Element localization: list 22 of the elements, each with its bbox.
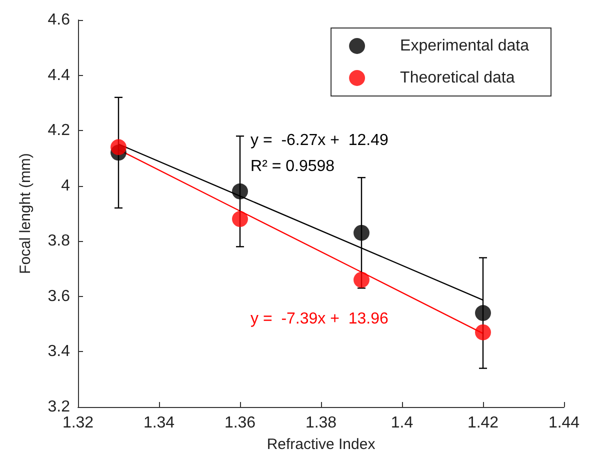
- x-tick-label: 1.34: [143, 414, 175, 432]
- x-tick-label: 1.4: [390, 414, 414, 432]
- x-tick-label: 1.32: [62, 414, 94, 432]
- y-tick-label: 3.4: [48, 343, 70, 360]
- annotation: y = -6.27x + 12.49: [250, 132, 388, 150]
- y-tick-label: 3.6: [48, 288, 70, 305]
- y-tick-label: 4.2: [48, 122, 70, 140]
- x-tick-label: 1.38: [305, 414, 337, 432]
- y-tick-label: 3.2: [48, 398, 70, 416]
- x-tick-label: 1.36: [224, 414, 256, 432]
- y-tick-label: 3.8: [48, 232, 70, 250]
- y-tick-label: 4.6: [48, 12, 70, 28]
- x-tick-label: 1.44: [548, 414, 580, 432]
- y-tick-label: 4.4: [48, 66, 70, 84]
- x-axis-title: Refractive Index: [266, 436, 376, 453]
- x-tick-label: 1.42: [467, 414, 499, 432]
- annotation: R² = 0.9598: [250, 158, 335, 176]
- annotation: y = -7.39x + 13.96: [250, 310, 388, 328]
- y-axis-title: Focal lenght (mm): [17, 153, 34, 274]
- legend-label: Experimental data: [400, 38, 530, 54]
- y-tick-label: 4: [61, 177, 70, 194]
- legend-label: Theoretical data: [400, 70, 515, 86]
